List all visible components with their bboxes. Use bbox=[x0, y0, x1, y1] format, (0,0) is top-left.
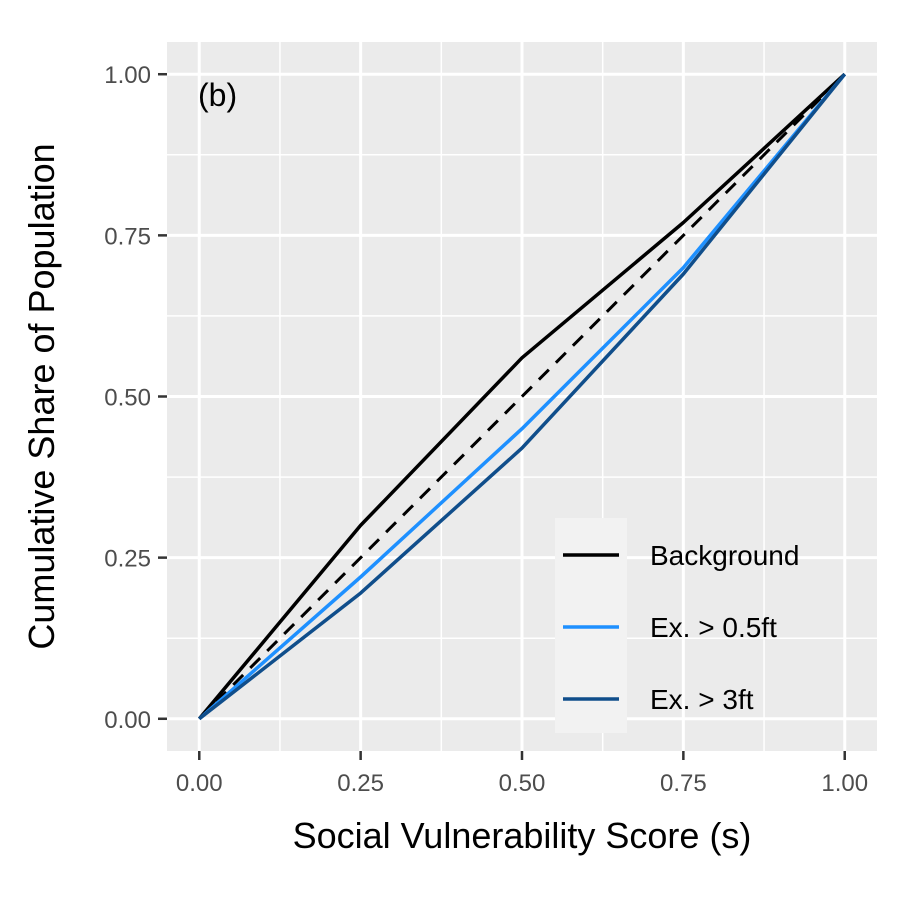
y-tick-label: 0.50 bbox=[104, 385, 151, 412]
x-axis: 0.00 0.25 0.50 0.75 1.00 bbox=[176, 751, 868, 797]
x-tick-label: 0.50 bbox=[499, 770, 546, 797]
series-line-1 bbox=[198, 73, 847, 721]
reference-line-group bbox=[198, 73, 846, 720]
y-axis-title: Cumulative Share of Population bbox=[21, 143, 62, 649]
series-line-0 bbox=[197, 72, 846, 720]
legend-label-2: Ex. > 3ft bbox=[650, 684, 754, 715]
legend-label-0: Background bbox=[650, 540, 799, 571]
series-line-2 bbox=[198, 73, 847, 721]
series-lines bbox=[197, 72, 847, 721]
y-axis: 0.00 0.25 0.50 0.75 1.00 bbox=[104, 62, 167, 734]
x-tick-label: 0.00 bbox=[176, 770, 223, 797]
y-tick-label: 1.00 bbox=[104, 62, 151, 89]
x-tick-label: 0.25 bbox=[337, 770, 384, 797]
y-tick-label: 0.00 bbox=[104, 707, 151, 734]
panel-label: (b) bbox=[198, 77, 237, 113]
reference-line bbox=[198, 73, 846, 720]
x-axis-title: Social Vulnerability Score (s) bbox=[293, 815, 752, 856]
legend-label-1: Ex. > 0.5ft bbox=[650, 612, 777, 643]
legend: Background Ex. > 0.5ft Ex. > 3ft bbox=[555, 518, 799, 733]
x-tick-label: 0.75 bbox=[660, 770, 707, 797]
y-tick-label: 0.25 bbox=[104, 546, 151, 573]
x-tick-label: 1.00 bbox=[821, 770, 868, 797]
y-tick-label: 0.75 bbox=[104, 223, 151, 250]
